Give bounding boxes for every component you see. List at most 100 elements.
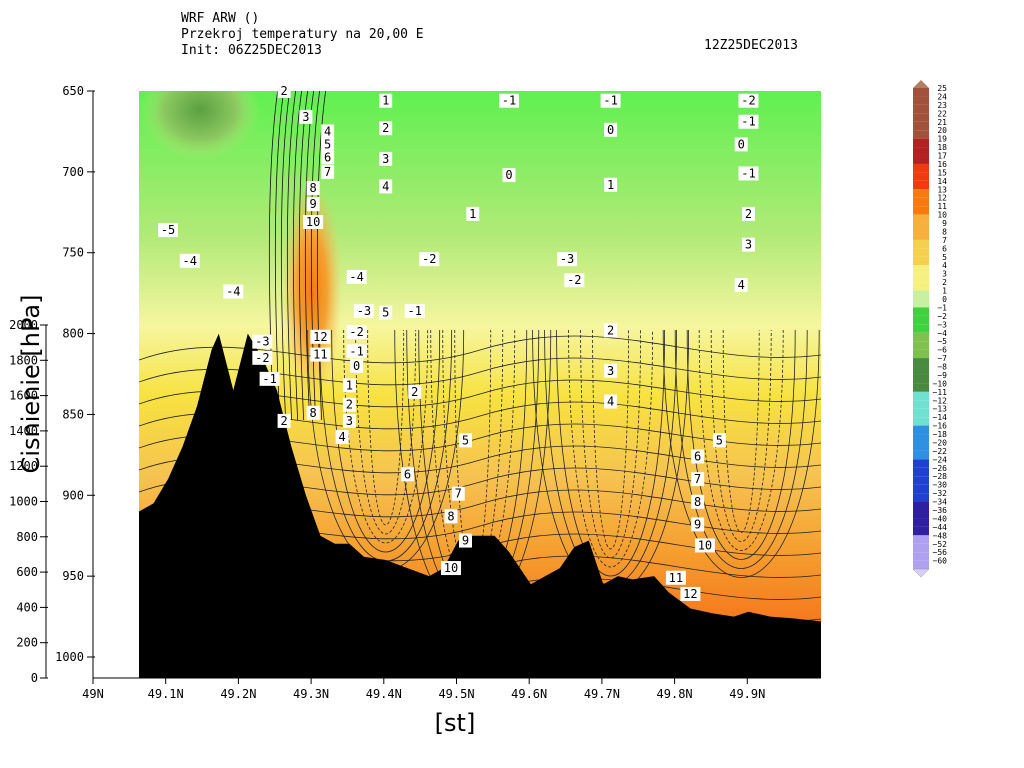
contour-label-box	[321, 150, 335, 165]
colorbar-swatch	[913, 374, 929, 384]
colorbar-swatch	[913, 332, 929, 342]
colorbar-swatch	[913, 535, 929, 544]
contour-label: 2	[382, 121, 389, 135]
contour-label: -2	[422, 252, 436, 266]
colorbar-label: 5	[942, 253, 947, 262]
colorbar-label: 25	[937, 84, 947, 93]
x-tick-label: 49.9N	[729, 687, 765, 701]
colorbar-label: −26	[933, 464, 948, 473]
isotherm-ridge	[674, 329, 808, 569]
contour-label-box	[604, 363, 618, 378]
pressure-tick-label: 700	[62, 165, 84, 179]
contour-label-box	[691, 449, 705, 464]
colorbar-swatch	[913, 349, 929, 359]
colorbar-swatch	[913, 400, 929, 409]
contour-label-box	[600, 93, 621, 108]
contour-label-box	[306, 405, 320, 420]
colorbar-swatch	[913, 434, 929, 443]
x-tick-label: 49.8N	[657, 687, 693, 701]
contour-label-box	[440, 561, 461, 576]
colorbar-label: 17	[937, 152, 947, 161]
contour-label-box	[277, 413, 291, 428]
contour-label: -2	[567, 273, 581, 287]
colorbar-swatch	[913, 273, 929, 283]
contour-label-box	[712, 433, 726, 448]
contour-label-box	[353, 303, 374, 318]
height-tick-label: 600	[16, 565, 38, 579]
contour-label: 6	[404, 467, 411, 481]
contour-label-box	[379, 121, 393, 136]
contour-label-box	[306, 181, 320, 196]
isotherm-core-line	[274, 91, 285, 421]
isotherm-ridge	[710, 329, 772, 542]
colorbar-label: 14	[937, 177, 947, 186]
contour-label: 5	[462, 433, 469, 447]
colorbar-swatch	[913, 248, 929, 257]
contour-label: -3	[357, 304, 371, 318]
colorbar-label: −30	[933, 481, 948, 490]
contour-label: 1	[382, 94, 389, 108]
colorbar-label: −8	[937, 363, 947, 372]
contour-label-box	[458, 433, 472, 448]
contour-label-box	[404, 303, 425, 318]
contour-label-box	[604, 394, 618, 409]
colorbar-label: 10	[937, 211, 947, 220]
isotherm-ridge	[698, 329, 784, 551]
colorbar-swatch	[913, 96, 929, 105]
contour-label: 10	[698, 538, 712, 552]
colorbar-label: −14	[933, 413, 948, 422]
contour-label-box	[738, 93, 759, 108]
colorbar-label: 6	[942, 244, 947, 253]
contour-label: 7	[694, 472, 701, 486]
colorbar-swatch	[913, 476, 929, 485]
contour-label: -1	[262, 372, 276, 386]
contour-label: 10	[444, 561, 458, 575]
colorbar-swatch	[913, 172, 929, 181]
colorbar-label: −6	[937, 346, 947, 355]
colorbar-swatch	[913, 239, 929, 249]
colorbar-swatch	[913, 425, 929, 435]
colorbar-swatch	[913, 510, 929, 519]
colorbar-label: −32	[933, 489, 948, 498]
pressure-axis-ticks: 650 700 750 800 850 900 950 1000	[55, 84, 95, 664]
contour-label: 0	[738, 137, 745, 151]
colorbar-label: −3	[937, 320, 947, 329]
colorbar-label: 23	[937, 101, 947, 110]
contour-label-box	[738, 114, 759, 129]
contour-label: -1	[502, 94, 516, 108]
colorbar-label: −48	[933, 531, 948, 540]
colorbar-swatch	[913, 442, 929, 451]
height-tick-label: 2000	[9, 318, 38, 332]
contour-label: 11	[313, 348, 327, 362]
contour-label: 9	[694, 517, 701, 531]
colorbar-swatch	[913, 526, 929, 536]
contour-label-box	[321, 137, 335, 152]
contour-label: 0	[353, 359, 360, 373]
colorbar-swatch	[913, 307, 929, 316]
contour-label-box	[346, 269, 367, 284]
contour-label-box	[557, 252, 578, 267]
colorbar-swatch	[913, 130, 929, 139]
contour-label: 1	[469, 207, 476, 221]
contour-label-box	[342, 413, 356, 428]
colorbar-label: 16	[937, 160, 947, 169]
contour-label-box	[335, 430, 349, 445]
contour-label-box	[346, 324, 367, 339]
contour-labels: 234567891012118-5-4-4-3-2-12-4-3-2-10123…	[158, 84, 759, 601]
height-tick-label: 1200	[9, 459, 38, 473]
contour-label-box	[303, 214, 324, 229]
contour-label: 4	[339, 430, 346, 444]
contour-label-box	[379, 305, 393, 320]
contour-label: 8	[310, 406, 317, 420]
contour-label-box	[691, 517, 705, 532]
height-tick-label: 1000	[9, 495, 38, 509]
contour-label: -1	[741, 166, 755, 180]
contour-label-box	[321, 124, 335, 139]
contour-label-box	[741, 206, 755, 221]
x-tick-label: 49.3N	[293, 687, 329, 701]
isotherm-ridge	[662, 329, 820, 578]
contour-label-box	[680, 586, 701, 601]
contour-label-box	[466, 206, 480, 221]
contour-label: 4	[607, 394, 614, 408]
colorbar-swatch	[913, 206, 929, 215]
